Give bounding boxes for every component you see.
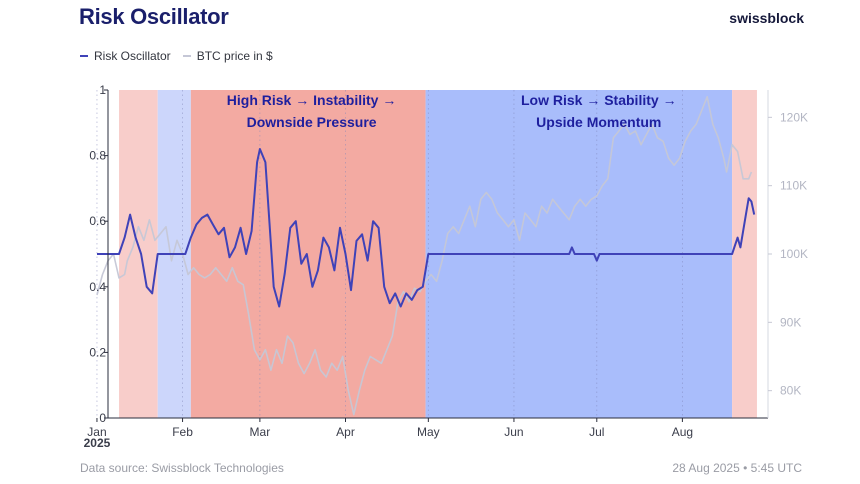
x-tick-label-0: Jan [87,425,106,439]
y-tick-label-right-1: 90K [780,315,801,329]
x-tick-label-5: Jun [504,425,523,439]
x-tick-sublabel-0: 2025 [84,436,111,450]
legend-item-risk-oscillator: Risk Oscillator [80,49,171,63]
legend-label-btc: BTC price in $ [196,49,273,63]
x-tick-label-2: Mar [250,425,271,439]
timestamp: 28 Aug 2025 • 5:45 UTC [672,461,802,475]
legend-label-risk: Risk Oscillator [94,49,171,63]
y-tick-label-left-0: 0 [99,411,106,425]
regime-band-3 [190,90,426,418]
legend: Risk Oscillator BTC price in $ [80,49,273,63]
annotation-1-line-0: Low Risk → Stability → [521,92,677,108]
x-tick-label-6: Jul [589,425,604,439]
y-tick-label-right-4: 120K [780,110,808,124]
annotation-0-line-1: Downside Pressure [247,114,377,130]
legend-swatch-btc [182,55,191,57]
x-tick-label-7: Aug [672,425,693,439]
regime-band-5 [732,90,757,418]
y-tick-label-right-0: 80K [780,384,801,398]
brand-logo: swissblock [729,10,804,26]
x-tick-label-3: Apr [336,425,355,439]
y-tick-label-left-1: 0.2 [89,345,106,359]
y-tick-label-left-4: 0.8 [89,149,106,163]
series-risk-oscillator-line [97,148,756,308]
x-tick-label-1: Feb [172,425,193,439]
y-tick-label-left-2: 0.4 [89,280,106,294]
y-tick-label-left-5: 1 [99,83,106,97]
series-btc-price-line [96,96,753,416]
legend-item-btc-price: BTC price in $ [182,49,273,63]
chart-title: Risk Oscillator [79,4,229,29]
data-source: Data source: Swissblock Technologies [80,461,284,475]
regime-band-1 [119,90,158,418]
y-tick-label-right-3: 110K [780,179,807,193]
legend-swatch-risk [80,55,88,57]
x-tick-label-4: May [417,425,440,439]
y-tick-label-left-3: 0.6 [89,214,106,228]
y-tick-label-right-2: 100K [780,247,808,261]
annotation-0-line-0: High Risk → Instability → [227,92,397,108]
annotation-1-line-1: Upside Momentum [536,114,661,130]
